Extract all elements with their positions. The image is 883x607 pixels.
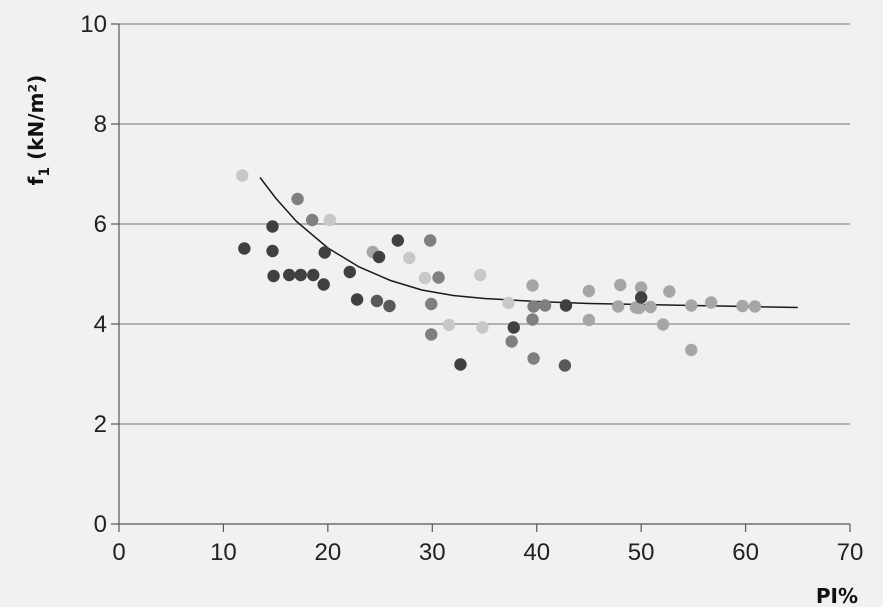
data-point xyxy=(317,278,330,291)
data-point xyxy=(425,297,438,311)
x-tick-label: 0 xyxy=(112,539,125,566)
data-point xyxy=(476,321,489,334)
data-point xyxy=(266,220,279,233)
x-tick-label: 40 xyxy=(523,539,550,566)
data-point xyxy=(267,269,280,283)
x-tick-label: 10 xyxy=(210,539,237,566)
data-point xyxy=(318,246,331,259)
data-point xyxy=(238,242,251,255)
data-point xyxy=(632,301,646,315)
data-point xyxy=(423,234,437,247)
data-point xyxy=(425,328,438,341)
data-point xyxy=(266,244,279,258)
data-point xyxy=(474,268,487,282)
data-point xyxy=(403,251,416,265)
data-point xyxy=(236,169,249,182)
data-point xyxy=(634,291,648,304)
data-point xyxy=(502,296,515,310)
data-point xyxy=(538,299,552,312)
data-point xyxy=(527,300,540,313)
data-point xyxy=(685,343,698,357)
x-tick-label: 70 xyxy=(837,539,864,566)
data-point xyxy=(558,359,572,372)
data-point xyxy=(305,213,319,227)
x-tick-label: 30 xyxy=(419,539,446,566)
data-point xyxy=(370,294,384,308)
data-point xyxy=(323,213,337,227)
data-point xyxy=(644,300,657,314)
x-axis-title: PI% xyxy=(816,584,858,607)
data-point xyxy=(663,285,676,298)
y-tick-label: 4 xyxy=(94,311,107,338)
data-point xyxy=(527,352,540,365)
data-point xyxy=(307,268,320,282)
x-tick-label: 20 xyxy=(315,539,342,566)
y-axis-title: f1 (kN/m²) xyxy=(24,75,53,186)
trendline xyxy=(259,177,798,309)
y-tick-label: 8 xyxy=(94,111,107,138)
x-tick-label: 60 xyxy=(732,539,759,566)
x-tick-label: 50 xyxy=(628,539,655,566)
trendline-group xyxy=(259,177,798,309)
data-point xyxy=(343,265,356,279)
data-point xyxy=(526,313,539,326)
data-point xyxy=(294,268,307,282)
y-tick-labels: 0 2 4 6 8 10 xyxy=(80,11,107,538)
data-point xyxy=(391,234,405,247)
data-point xyxy=(704,296,718,309)
y-tick-label: 2 xyxy=(94,411,107,438)
x-tick-labels: 0 10 20 30 40 50 60 70 xyxy=(112,539,863,566)
data-points xyxy=(236,169,762,372)
data-point xyxy=(418,271,432,285)
data-point xyxy=(559,299,573,312)
data-point xyxy=(442,318,456,332)
data-point xyxy=(582,284,596,298)
data-point xyxy=(656,318,670,331)
data-point xyxy=(283,268,296,282)
data-point xyxy=(582,313,596,327)
data-point xyxy=(383,299,396,313)
data-point xyxy=(614,278,627,292)
data-point xyxy=(526,279,539,292)
axes xyxy=(111,23,851,532)
data-point xyxy=(748,300,762,313)
data-point xyxy=(505,335,518,348)
data-point xyxy=(291,192,304,206)
data-point xyxy=(454,358,467,371)
gridlines xyxy=(119,23,850,425)
data-point xyxy=(350,293,364,306)
data-point xyxy=(432,271,445,284)
data-point xyxy=(611,300,625,313)
y-tick-label: 6 xyxy=(94,211,107,238)
data-point xyxy=(685,299,698,312)
data-point xyxy=(634,281,648,294)
data-point xyxy=(736,299,749,313)
data-point xyxy=(372,250,386,264)
data-point xyxy=(507,321,520,334)
y-tick-label: 10 xyxy=(80,11,107,38)
y-tick-label: 0 xyxy=(94,511,107,538)
